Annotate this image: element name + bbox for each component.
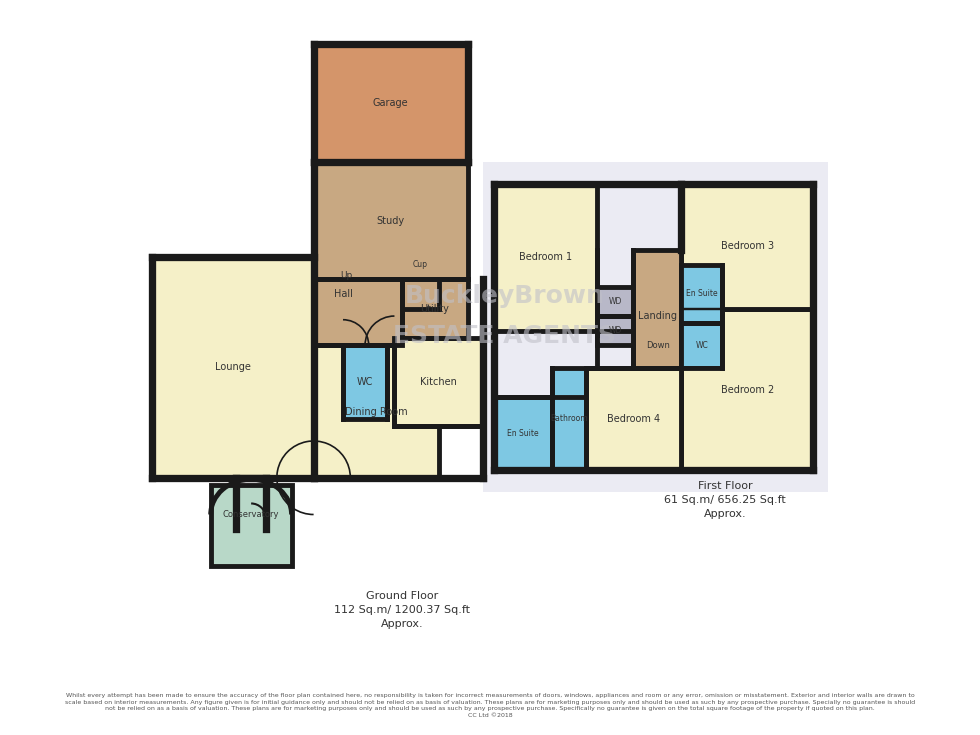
Text: Up: Up xyxy=(341,271,353,280)
FancyBboxPatch shape xyxy=(597,316,633,345)
FancyBboxPatch shape xyxy=(483,162,828,492)
Text: WD: WD xyxy=(609,326,621,335)
FancyBboxPatch shape xyxy=(494,397,553,470)
Text: Landing: Landing xyxy=(638,311,677,321)
Text: Ground Floor
112 Sq.m/ 1200.37 Sq.ft
Approx.: Ground Floor 112 Sq.m/ 1200.37 Sq.ft App… xyxy=(334,591,469,629)
Text: First Floor
61 Sq.m/ 656.25 Sq.ft
Approx.: First Floor 61 Sq.m/ 656.25 Sq.ft Approx… xyxy=(664,481,786,519)
Text: BuckleyBrown
ESTATE AGENTS: BuckleyBrown ESTATE AGENTS xyxy=(393,284,616,348)
Text: Bathroom: Bathroom xyxy=(550,415,587,423)
FancyBboxPatch shape xyxy=(395,338,483,426)
Text: Lounge: Lounge xyxy=(215,362,251,373)
Text: WD: WD xyxy=(609,297,621,306)
FancyBboxPatch shape xyxy=(586,368,681,470)
FancyBboxPatch shape xyxy=(314,162,468,279)
FancyBboxPatch shape xyxy=(343,345,387,419)
Text: Kitchen: Kitchen xyxy=(420,377,457,387)
FancyBboxPatch shape xyxy=(402,279,468,338)
Text: WC: WC xyxy=(695,341,709,350)
Text: Bedroom 3: Bedroom 3 xyxy=(720,241,774,251)
FancyBboxPatch shape xyxy=(211,485,292,566)
Text: En Suite: En Suite xyxy=(508,429,539,438)
FancyBboxPatch shape xyxy=(494,184,597,331)
Text: Bedroom 1: Bedroom 1 xyxy=(518,252,571,262)
FancyBboxPatch shape xyxy=(681,184,813,309)
Text: Bedroom 2: Bedroom 2 xyxy=(720,384,774,395)
FancyBboxPatch shape xyxy=(681,323,721,368)
Text: Garage: Garage xyxy=(373,98,409,108)
Text: Down: Down xyxy=(646,341,669,350)
FancyBboxPatch shape xyxy=(152,257,314,478)
Text: Utility: Utility xyxy=(420,304,449,314)
Text: En Suite: En Suite xyxy=(686,290,717,298)
Text: Whilst every attempt has been made to ensure the accuracy of the floor plan cont: Whilst every attempt has been made to en… xyxy=(65,693,915,718)
Text: Conservatory: Conservatory xyxy=(222,510,279,519)
Text: Cup: Cup xyxy=(413,260,427,269)
Text: Study: Study xyxy=(376,215,405,226)
FancyBboxPatch shape xyxy=(597,287,633,316)
Text: Bedroom 4: Bedroom 4 xyxy=(607,414,660,424)
FancyBboxPatch shape xyxy=(402,250,439,279)
FancyBboxPatch shape xyxy=(314,44,468,162)
Text: WC: WC xyxy=(357,377,373,387)
FancyBboxPatch shape xyxy=(681,265,721,323)
Text: Dining Room: Dining Room xyxy=(345,406,408,417)
FancyBboxPatch shape xyxy=(633,250,681,368)
Text: Hall: Hall xyxy=(333,289,353,299)
FancyBboxPatch shape xyxy=(553,368,586,470)
FancyBboxPatch shape xyxy=(314,345,439,478)
FancyBboxPatch shape xyxy=(314,243,402,345)
FancyBboxPatch shape xyxy=(681,309,813,470)
